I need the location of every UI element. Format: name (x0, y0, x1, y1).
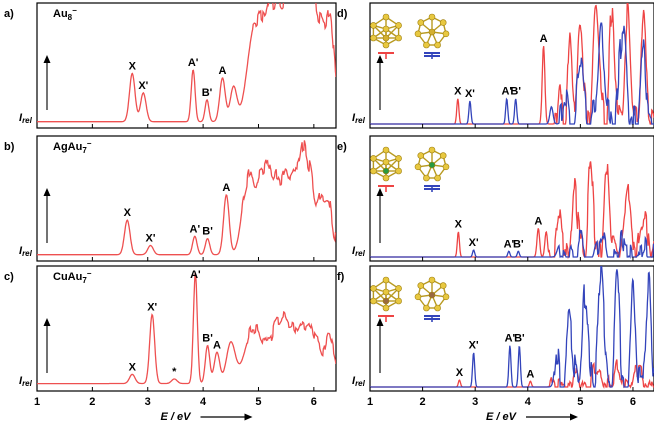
peak-label: X' (469, 340, 479, 352)
peak-label: A (540, 33, 548, 45)
spectrum-line-a-0 (37, 3, 336, 123)
peak-label: B' (202, 87, 213, 99)
peak-label: X' (138, 80, 148, 92)
y-axis-arrow-head (43, 55, 51, 63)
peak-label: X' (469, 237, 479, 249)
peak-label: B' (510, 86, 521, 98)
panel-label: c) (4, 271, 14, 283)
panel-a: a) Au8− Irel XX' A' B' A (4, 2, 337, 129)
x-tick-label: 2 (89, 396, 95, 408)
panel-label: b) (4, 141, 15, 153)
compound-label: CuAu7− (53, 269, 92, 285)
peak-label: A (534, 215, 542, 227)
peak-label: B' (514, 333, 525, 345)
x-axis-arrow-head (570, 413, 578, 421)
cluster-structure (370, 276, 402, 322)
panel-label: a) (4, 8, 14, 20)
x-tick-label: 1 (367, 396, 373, 408)
x-axis-arrow-head (244, 413, 253, 421)
peak-label: X (124, 207, 132, 219)
panel-frame (36, 2, 337, 129)
x-axis-label: E / eV (161, 411, 193, 423)
x-tick-label: 5 (577, 396, 583, 408)
peak-label: B' (202, 226, 213, 238)
x-tick-label: 6 (311, 396, 317, 408)
cluster-structure (370, 146, 402, 192)
peak-label: A' (190, 269, 201, 281)
cluster-structure (370, 13, 402, 59)
y-axis-label: Irel (19, 245, 33, 258)
panel-c: c) CuAu7− Irel X X' * A' B'A 1 2 3 4 5 6 E / eV (4, 265, 337, 423)
y-axis-arrow-head (43, 188, 51, 196)
x-axis-label: E / eV (486, 411, 518, 423)
panel-b: b) AgAu7− Irel X X' A' B' A (4, 135, 337, 262)
peak-label: X (456, 367, 464, 379)
spectrum-line-d-1 (370, 22, 654, 125)
panel-label: d) (337, 8, 348, 20)
peak-label: * (172, 366, 177, 378)
peak-label: X' (147, 302, 157, 314)
cluster-structure (414, 276, 450, 322)
peak-label: A' (501, 86, 512, 98)
x-tick-label: 3 (145, 396, 151, 408)
peak-label: B' (202, 333, 213, 345)
cluster-structure (414, 13, 450, 59)
y-axis-label: Irel (352, 112, 366, 125)
peak-label: A (222, 182, 230, 194)
y-axis-arrow-head (376, 188, 384, 196)
cluster-structure (414, 146, 450, 192)
spectrum-line-d-0 (370, 3, 654, 125)
compound-label: AgAu7− (53, 139, 92, 155)
panel-e: e) Irel X X' A'B' A (337, 135, 654, 262)
panel-frame (369, 135, 654, 262)
panel-frame (369, 265, 654, 392)
x-tick-label: 4 (525, 396, 532, 408)
peak-label: A (219, 65, 227, 77)
panel-frame (36, 135, 337, 262)
peak-label: A (213, 340, 221, 352)
peak-label: B' (513, 238, 524, 250)
y-axis-label: Irel (19, 375, 33, 388)
peak-label: A (526, 368, 534, 380)
x-tick-label: 2 (420, 396, 426, 408)
y-axis-label: Irel (352, 375, 366, 388)
spectrum-line-b-0 (37, 140, 336, 256)
y-axis-label: Irel (352, 245, 366, 258)
peak-label: A' (505, 333, 516, 345)
panel-frame (36, 265, 337, 392)
compound-label: Au8− (53, 6, 77, 22)
x-tick-label: 6 (630, 396, 636, 408)
peak-label: A' (188, 57, 199, 69)
peak-label: X' (465, 88, 475, 100)
peak-label: X (455, 219, 463, 231)
y-axis-label: Irel (19, 112, 33, 125)
peak-label: X' (146, 233, 156, 245)
panel-label: e) (337, 141, 347, 153)
spectrum-line-c-0 (37, 272, 336, 385)
peak-label: A' (504, 238, 515, 250)
spectrum-line-f-1 (370, 266, 654, 388)
panel-label: f) (337, 271, 345, 283)
peak-label: X (129, 361, 137, 373)
peak-label: X (454, 86, 462, 98)
x-tick-label: 4 (200, 396, 207, 408)
panel-d: d) Irel X X' A'B' A (337, 2, 654, 129)
x-tick-label: 3 (472, 396, 478, 408)
y-axis-arrow-head (43, 318, 51, 326)
y-axis-arrow-head (376, 55, 384, 63)
y-axis-arrow-head (376, 318, 384, 326)
panel-frame (369, 2, 654, 129)
x-tick-label: 1 (34, 396, 40, 408)
spectrum-line-e-1 (370, 229, 654, 259)
panel-f: f) Irel X X' A'B' A 1 2 3 4 5 6 E / eV (337, 265, 654, 423)
x-tick-label: 5 (255, 396, 261, 408)
peak-label: A' (190, 223, 201, 235)
peak-label: X (129, 60, 137, 72)
